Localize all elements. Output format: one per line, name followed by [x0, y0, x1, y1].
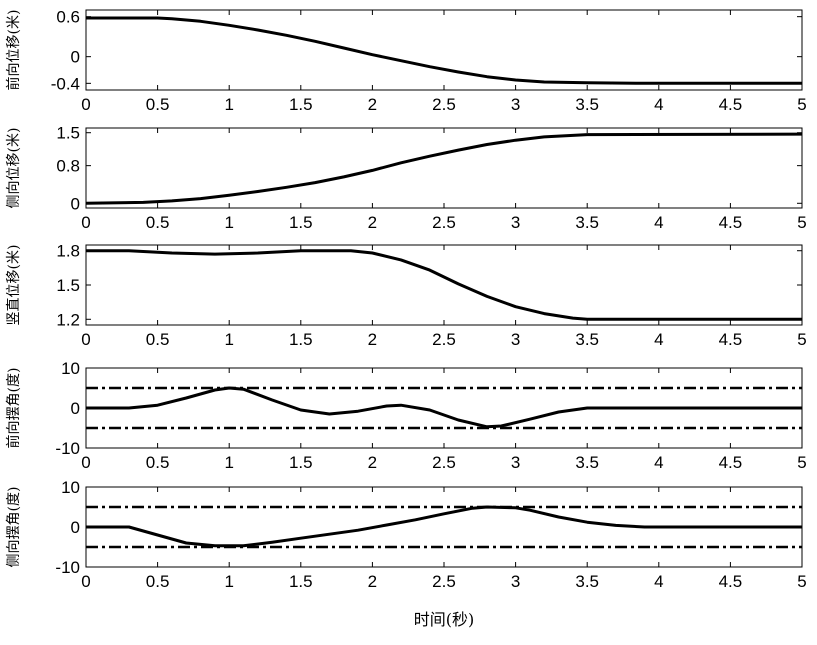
x-tick-label: 1 — [224, 330, 233, 349]
x-axis-label: 时间(秒) — [414, 610, 475, 629]
x-tick-label: 2.5 — [432, 213, 456, 232]
x-tick-label: 2.5 — [432, 572, 456, 591]
x-tick-label: 4.5 — [719, 213, 743, 232]
x-tick-label: 0.5 — [146, 330, 170, 349]
x-tick-label: 5 — [797, 95, 806, 114]
x-tick-label: 1 — [224, 95, 233, 114]
series-line-5 — [86, 505, 802, 548]
y-tick-label: -0.4 — [51, 74, 80, 93]
x-tick-label: 1.5 — [289, 95, 313, 114]
series-line-4 — [86, 386, 802, 429]
x-tick-label: 3.5 — [575, 213, 599, 232]
x-tick-label: 2.5 — [432, 453, 456, 472]
y-tick-label: 0.8 — [56, 157, 80, 176]
y-axis-label-1: 前向位移(米) — [5, 10, 22, 91]
x-tick-label: 3 — [511, 453, 520, 472]
x-tick-label: 1.5 — [289, 213, 313, 232]
x-tick-label: 5 — [797, 453, 806, 472]
x-tick-label: 3 — [511, 213, 520, 232]
x-tick-label: 1.5 — [289, 572, 313, 591]
y-tick-label: 10 — [61, 359, 80, 378]
x-tick-label: 0 — [81, 453, 90, 472]
axes-frame-3 — [85, 244, 803, 326]
series-line-3 — [86, 249, 802, 321]
y-tick-label: 10 — [61, 478, 80, 497]
x-tick-label: 4.5 — [719, 453, 743, 472]
x-tick-label: 5 — [797, 330, 806, 349]
x-tick-label: 4 — [654, 95, 663, 114]
x-tick-label: 3 — [511, 330, 520, 349]
y-tick-label: 0 — [71, 518, 80, 537]
series-line-2 — [85, 132, 803, 205]
x-tick-label: 0.5 — [146, 95, 170, 114]
series-line-1 — [86, 16, 802, 85]
y-tick-label: 0.6 — [56, 8, 80, 27]
x-tick-label: 0 — [81, 95, 90, 114]
x-tick-label: 2 — [368, 572, 377, 591]
x-tick-label: 0 — [81, 330, 90, 349]
x-tick-label: 1 — [224, 572, 233, 591]
x-tick-label: 2 — [368, 213, 377, 232]
x-tick-label: 4 — [654, 330, 663, 349]
y-axis-label-4: 前向摆角(度) — [5, 368, 22, 449]
x-tick-label: 5 — [797, 213, 806, 232]
x-tick-label: 4.5 — [719, 95, 743, 114]
x-tick-label: 0.5 — [146, 453, 170, 472]
x-tick-label: 2.5 — [432, 95, 456, 114]
x-tick-label: 2 — [368, 453, 377, 472]
y-tick-label: 0 — [71, 48, 80, 67]
x-tick-label: 2.5 — [432, 330, 456, 349]
y-axis-label-2: 侧向位移(米) — [6, 128, 22, 209]
x-tick-label: 4.5 — [719, 330, 743, 349]
x-tick-label: 4 — [654, 572, 663, 591]
x-tick-label: 3 — [511, 95, 520, 114]
x-tick-label: 4 — [654, 453, 663, 472]
y-tick-label: -10 — [55, 439, 80, 458]
y-tick-label: -10 — [55, 558, 80, 577]
x-tick-label: 3 — [511, 572, 520, 591]
y-tick-label: 0 — [71, 399, 80, 418]
x-tick-label: 0 — [81, 213, 90, 232]
y-tick-label: 1.5 — [56, 276, 80, 295]
x-tick-label: 1 — [224, 453, 233, 472]
x-tick-label: 2 — [368, 95, 377, 114]
x-tick-label: 2 — [368, 330, 377, 349]
x-tick-label: 3.5 — [575, 453, 599, 472]
x-tick-label: 4.5 — [719, 572, 743, 591]
x-tick-label: 0.5 — [146, 572, 170, 591]
x-tick-label: 1.5 — [289, 330, 313, 349]
x-tick-label: 5 — [797, 572, 806, 591]
x-tick-label: 0.5 — [146, 213, 170, 232]
y-tick-label: 1.5 — [56, 124, 80, 143]
axes-frame-2 — [85, 127, 803, 209]
y-axis-label-3: 竖直位移(米) — [5, 245, 22, 326]
x-tick-label: 1 — [224, 213, 233, 232]
y-tick-label: 1.2 — [56, 310, 80, 329]
x-tick-label: 0 — [81, 572, 90, 591]
x-tick-label: 4 — [654, 213, 663, 232]
x-tick-label: 3.5 — [575, 95, 599, 114]
y-tick-label: 1.8 — [56, 242, 80, 261]
y-tick-label: 0 — [71, 194, 80, 213]
x-tick-label: 1.5 — [289, 453, 313, 472]
y-axis-label-5: 侧向摆角(度) — [6, 487, 22, 568]
x-tick-label: 3.5 — [575, 572, 599, 591]
x-tick-label: 3.5 — [575, 330, 599, 349]
